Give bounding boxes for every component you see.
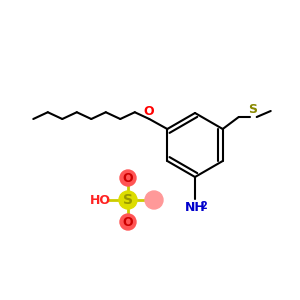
Text: 2: 2 xyxy=(201,201,207,211)
Text: HO: HO xyxy=(89,194,110,206)
Text: O: O xyxy=(123,172,133,184)
Circle shape xyxy=(145,191,163,209)
Text: S: S xyxy=(248,103,257,116)
Circle shape xyxy=(119,191,137,209)
Circle shape xyxy=(120,214,136,230)
Text: NH: NH xyxy=(184,201,206,214)
Circle shape xyxy=(120,170,136,186)
Text: S: S xyxy=(123,193,133,207)
Text: O: O xyxy=(123,215,133,229)
Text: O: O xyxy=(143,105,154,118)
